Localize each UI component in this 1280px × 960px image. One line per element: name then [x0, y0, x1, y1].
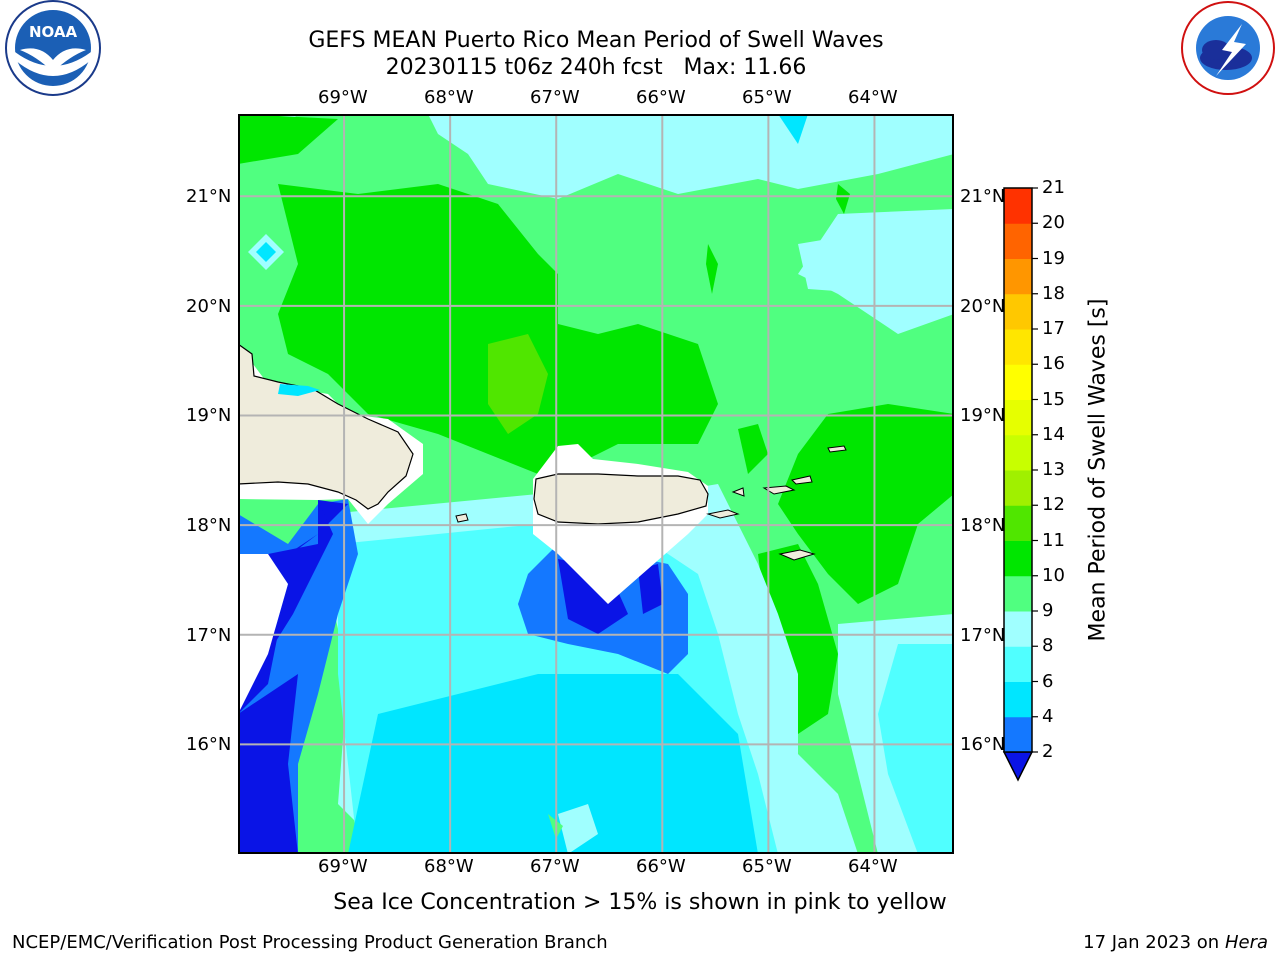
lat-label-left: 20°N — [186, 296, 232, 317]
colorbar-tick-label: 15 — [1042, 388, 1065, 410]
colorbar-tick-label: 2 — [1042, 741, 1054, 762]
colorbar-tick-label: 10 — [1042, 564, 1065, 586]
colorbar-tick-label: 4 — [1042, 705, 1054, 727]
colorbar-bin — [1004, 223, 1032, 259]
colorbar-tick-label: 20 — [1042, 212, 1065, 234]
colorbar-tick-label: 14 — [1042, 423, 1065, 445]
lat-label-left: 19°N — [186, 405, 232, 426]
colorbar — [1002, 187, 1038, 782]
lat-label-right: 21°N — [960, 186, 1006, 207]
colorbar-tick-label: 21 — [1042, 177, 1065, 198]
colorbar-bin — [1004, 258, 1032, 295]
graticule — [238, 114, 954, 854]
colorbar-tick-label: 13 — [1042, 459, 1065, 480]
lon-label-bottom: 67°W — [530, 856, 580, 877]
map-title-line2: 20230115 t06z 240h fcst Max: 11.66 — [385, 55, 807, 80]
colorbar-tick-label: 19 — [1042, 247, 1065, 269]
lon-label-bottom: 68°W — [424, 856, 474, 877]
colorbar-tick-label: 12 — [1042, 494, 1065, 516]
noaa-logo: NOAA — [5, 0, 101, 96]
colorbar-ticks — [1032, 187, 1038, 753]
lat-label-left: 17°N — [186, 625, 232, 646]
colorbar-bin — [1004, 505, 1032, 541]
colorbar-tick-label: 18 — [1042, 282, 1065, 304]
colorbar-bin — [1004, 364, 1032, 400]
map-title-line1: GEFS MEAN Puerto Rico Mean Period of Swe… — [308, 28, 884, 53]
colorbar-tick-label: 17 — [1042, 318, 1065, 339]
colorbar-bin — [1004, 293, 1032, 330]
map-frame — [238, 114, 954, 854]
colorbar-bin — [1004, 611, 1032, 647]
nws-logo — [1181, 1, 1275, 95]
colorbar-bin — [1004, 575, 1032, 612]
colorbar-boxes — [1002, 187, 1034, 782]
lat-label-right: 20°N — [960, 296, 1006, 317]
contour-fill — [238, 114, 954, 854]
colorbar-label: Mean Period of Swell Waves [s] — [1085, 298, 1111, 642]
colorbar-bin — [1004, 329, 1032, 365]
sea-ice-caption: Sea Ice Concentration > 15% is shown in … — [333, 890, 947, 915]
colorbar-extend — [1002, 751, 1034, 782]
lon-label-bottom: 69°W — [318, 856, 368, 877]
swell-period-map — [238, 114, 954, 854]
lon-label-top: 64°W — [848, 87, 898, 108]
colorbar-tick-label: 6 — [1042, 670, 1054, 692]
lon-label-top: 68°W — [424, 87, 474, 108]
lat-label-left: 18°N — [186, 515, 232, 536]
footer-date: 17 Jan 2023 on Hera — [1083, 932, 1268, 953]
lon-label-top: 65°W — [742, 87, 792, 108]
footer-branch: NCEP/EMC/Verification Post Processing Pr… — [12, 932, 608, 953]
colorbar-tick-label: 9 — [1042, 600, 1054, 621]
lon-label-bottom: 66°W — [636, 856, 686, 877]
footer-date-text: 17 Jan 2023 on — [1083, 932, 1225, 953]
colorbar-tick-label: 11 — [1042, 529, 1065, 551]
lat-label-right: 16°N — [960, 734, 1006, 755]
lon-label-bottom: 64°W — [848, 856, 898, 877]
colorbar-bin — [1004, 540, 1032, 577]
noaa-logo-text: NOAA — [29, 23, 78, 41]
lon-label-top: 69°W — [318, 87, 368, 108]
colorbar-bin — [1004, 646, 1032, 682]
colorbar-bin — [1004, 188, 1032, 224]
colorbar-bin — [1004, 399, 1032, 436]
colorbar-bin — [1004, 681, 1032, 718]
colorbar-tick-label: 16 — [1042, 353, 1065, 375]
lat-label-left: 16°N — [186, 734, 232, 755]
lon-label-bottom: 65°W — [742, 856, 792, 877]
lat-label-right: 18°N — [960, 515, 1006, 536]
lat-label-right: 19°N — [960, 405, 1006, 426]
colorbar-bin — [1004, 470, 1032, 506]
lon-label-top: 66°W — [636, 87, 686, 108]
lat-label-right: 17°N — [960, 625, 1006, 646]
lon-label-top: 67°W — [530, 87, 580, 108]
colorbar-bin — [1004, 716, 1032, 753]
footer-host: Hera — [1224, 932, 1268, 953]
colorbar-tick-label: 8 — [1042, 635, 1054, 657]
lat-label-left: 21°N — [186, 186, 232, 207]
colorbar-bin — [1004, 434, 1032, 471]
